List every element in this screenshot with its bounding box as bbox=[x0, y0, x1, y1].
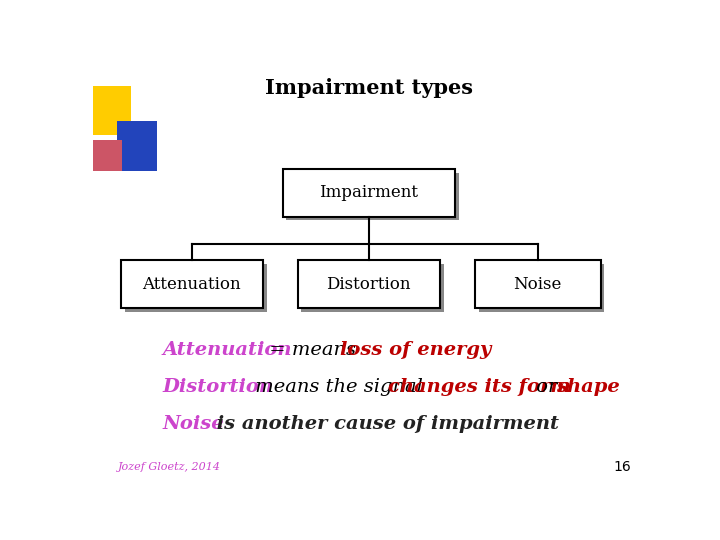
Text: shape: shape bbox=[556, 378, 620, 396]
Text: Attenuation: Attenuation bbox=[143, 275, 241, 293]
Bar bbox=[117, 121, 157, 171]
Text: Noise: Noise bbox=[163, 415, 224, 434]
Bar bbox=[93, 140, 122, 171]
Text: changes its form: changes its form bbox=[388, 378, 571, 396]
Text: Impairment types: Impairment types bbox=[265, 78, 473, 98]
Text: = means: = means bbox=[263, 341, 362, 359]
Bar bbox=[297, 260, 440, 308]
Text: is another cause of impairment: is another cause of impairment bbox=[210, 415, 559, 434]
Bar bbox=[479, 264, 605, 312]
Bar bbox=[302, 264, 444, 312]
Bar bbox=[125, 264, 267, 312]
Bar bbox=[475, 260, 600, 308]
Bar bbox=[121, 260, 263, 308]
Text: Distortion: Distortion bbox=[163, 378, 274, 396]
Text: or: or bbox=[530, 378, 564, 396]
Text: loss of energy: loss of energy bbox=[340, 341, 491, 359]
Bar bbox=[93, 85, 131, 136]
Text: Distortion: Distortion bbox=[326, 275, 411, 293]
Bar bbox=[287, 173, 459, 220]
Text: Attenuation: Attenuation bbox=[163, 341, 292, 359]
Text: 16: 16 bbox=[613, 460, 631, 474]
Bar bbox=[282, 168, 456, 217]
Text: Noise: Noise bbox=[513, 275, 562, 293]
Text: means the signal: means the signal bbox=[248, 378, 428, 396]
Text: Impairment: Impairment bbox=[320, 184, 418, 201]
Text: Jozef Gloetz, 2014: Jozef Gloetz, 2014 bbox=[118, 462, 221, 472]
